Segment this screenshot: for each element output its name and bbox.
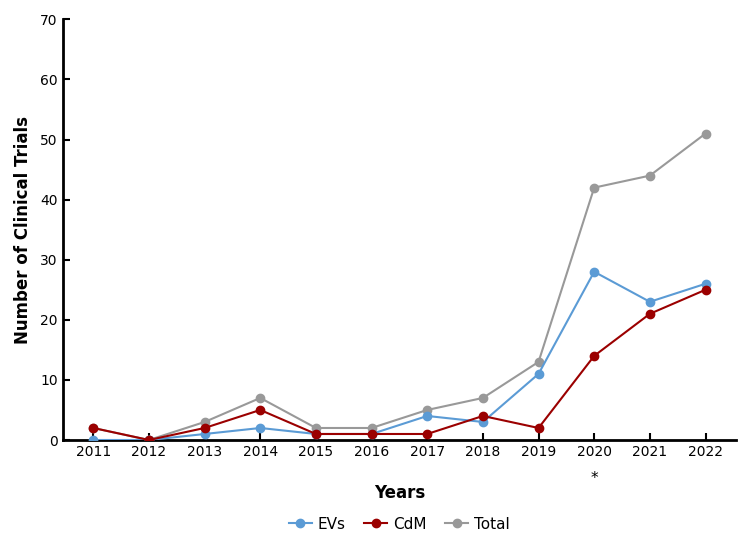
Total (534, 359, 543, 365)
Line: CdM: CdM (89, 285, 710, 444)
EVs (534, 371, 543, 377)
Line: EVs: EVs (89, 268, 710, 444)
CdM (88, 425, 98, 431)
EVs (88, 437, 98, 443)
Text: *: * (590, 471, 598, 486)
CdM (423, 431, 432, 437)
EVs (645, 299, 654, 305)
CdM (200, 425, 209, 431)
X-axis label: Years: Years (374, 484, 425, 502)
CdM (311, 431, 320, 437)
Total (645, 172, 654, 179)
EVs (367, 431, 376, 437)
Total (701, 130, 710, 137)
CdM (701, 287, 710, 293)
EVs (200, 431, 209, 437)
EVs (478, 419, 488, 425)
Total (590, 184, 598, 191)
Total (478, 395, 488, 402)
Total (423, 406, 432, 413)
Line: Total: Total (89, 129, 710, 444)
CdM (256, 406, 265, 413)
EVs (423, 412, 432, 419)
Total (367, 425, 376, 431)
Total (145, 437, 154, 443)
EVs (145, 437, 154, 443)
Total (200, 419, 209, 425)
CdM (367, 431, 376, 437)
CdM (645, 311, 654, 317)
EVs (590, 268, 598, 275)
Y-axis label: Number of Clinical Trials: Number of Clinical Trials (14, 116, 32, 344)
EVs (256, 425, 265, 431)
Total (311, 425, 320, 431)
CdM (534, 425, 543, 431)
EVs (701, 280, 710, 287)
Total (88, 425, 98, 431)
EVs (311, 431, 320, 437)
Total (256, 395, 265, 402)
Legend: EVs, CdM, Total: EVs, CdM, Total (283, 511, 516, 538)
CdM (145, 437, 154, 443)
CdM (478, 412, 488, 419)
CdM (590, 353, 598, 359)
